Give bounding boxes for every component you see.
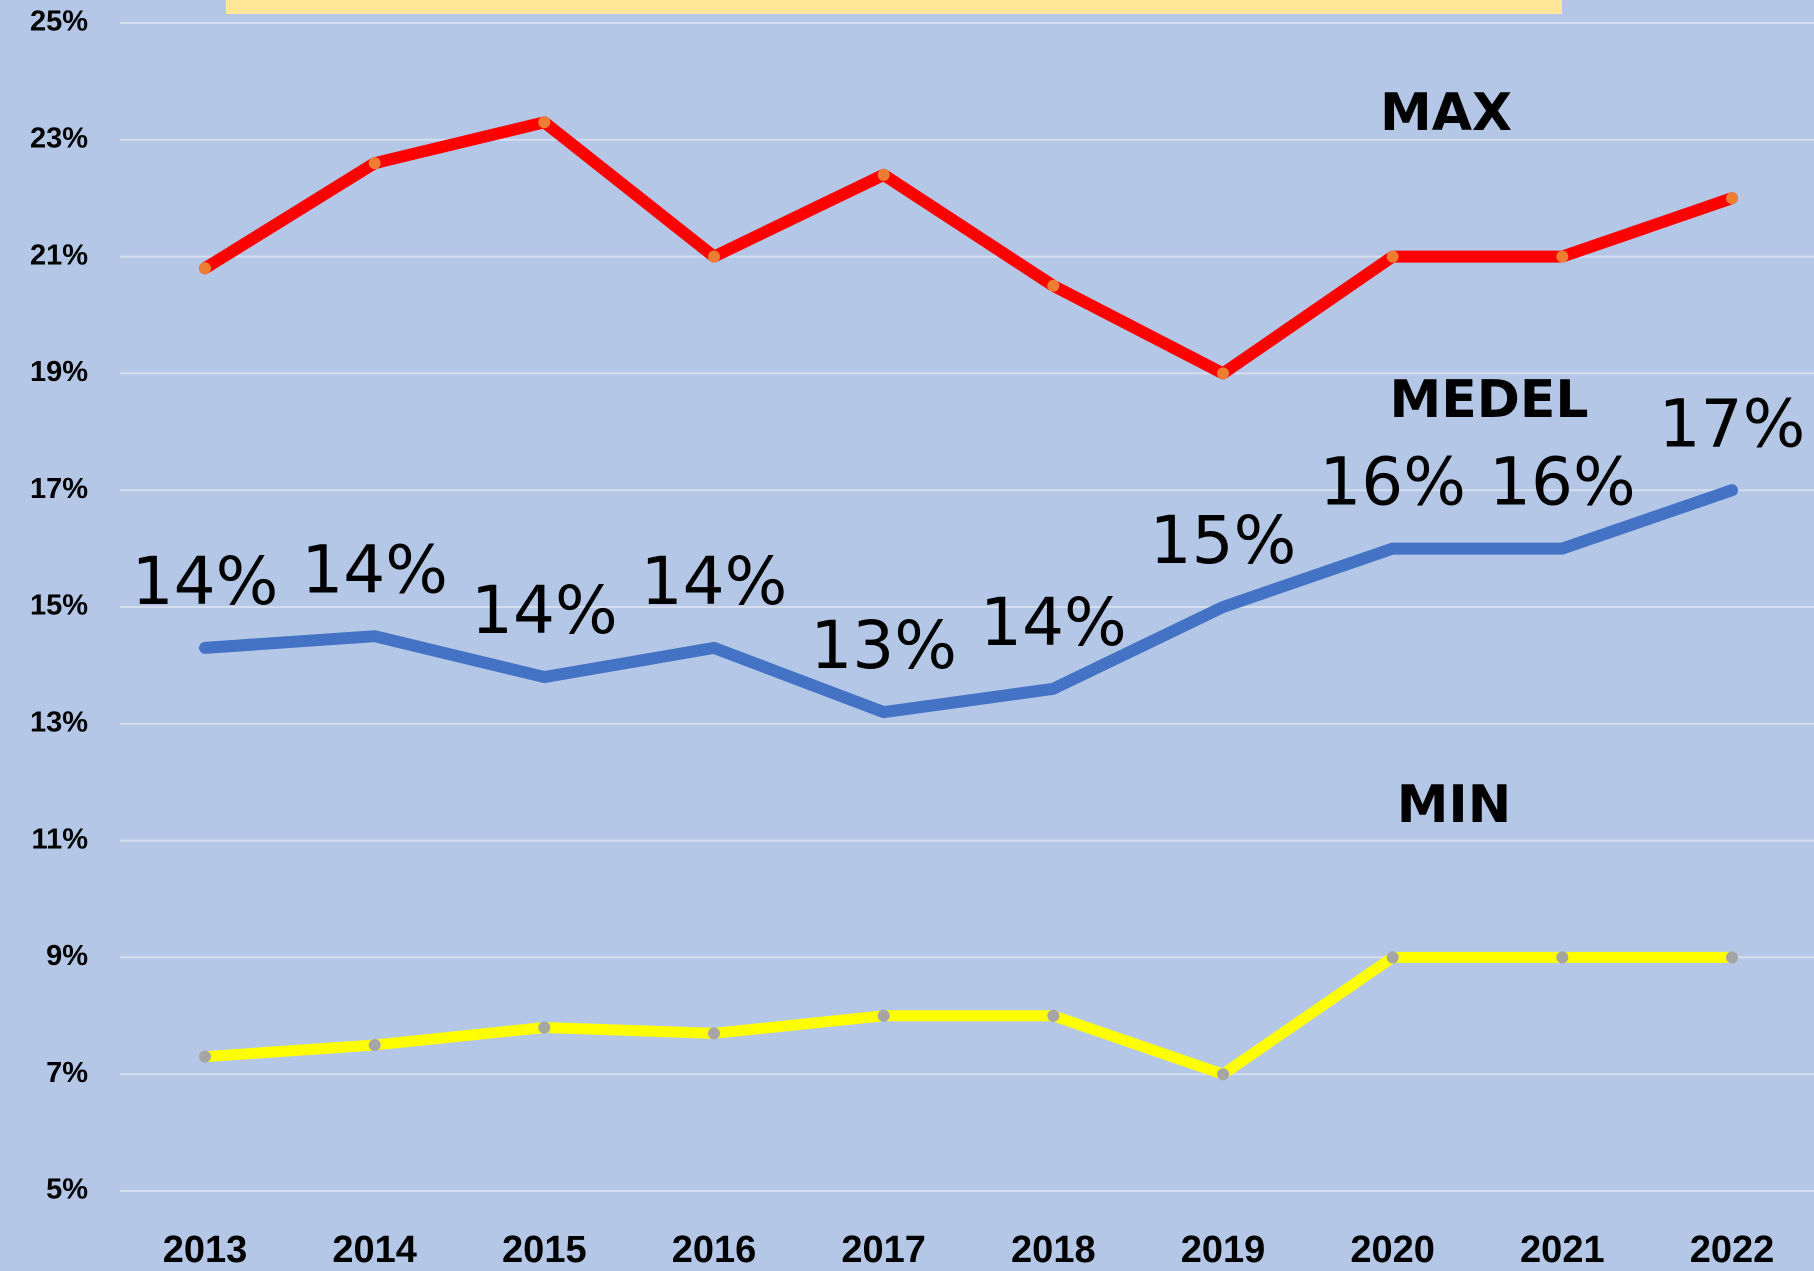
y-tick-label: 19% [30, 356, 88, 388]
x-tick-label: 2013 [163, 1229, 248, 1271]
y-tick-label: 21% [30, 239, 88, 271]
point-marker [877, 1009, 890, 1022]
series-line [199, 951, 1738, 1080]
data-label: 14% [980, 584, 1127, 661]
point-marker [1726, 951, 1738, 964]
point-marker [199, 262, 211, 275]
y-tick-label: 23% [30, 122, 88, 154]
point-marker [708, 250, 720, 263]
point-marker [1047, 1009, 1060, 1022]
y-tick-label: 5% [46, 1174, 88, 1206]
series-name: MIN [1397, 775, 1512, 835]
y-tick-label: 11% [32, 823, 89, 855]
data-label: 13% [810, 607, 957, 684]
point-marker [199, 1050, 211, 1063]
series-name: MEDEL [1389, 370, 1588, 430]
x-tick-label: 2017 [841, 1229, 926, 1271]
point-marker [1386, 951, 1399, 964]
series-name: MAX [1380, 83, 1512, 143]
x-tick-label: 2018 [1011, 1229, 1096, 1271]
y-tick-label: 13% [30, 706, 88, 738]
point-marker [708, 1027, 720, 1040]
x-tick-label: 2021 [1520, 1229, 1605, 1271]
x-tick-label: 2014 [332, 1229, 417, 1271]
x-tick-label: 2020 [1350, 1229, 1435, 1271]
data-label: 14% [641, 543, 788, 620]
point-marker [1726, 192, 1738, 205]
series-line [199, 484, 1738, 719]
point-marker [368, 157, 381, 170]
data-label: 15% [1150, 502, 1297, 579]
x-tick-label: 2015 [502, 1229, 587, 1271]
data-label: 14% [471, 572, 618, 649]
data-label: 17% [1659, 385, 1806, 462]
point-marker [877, 168, 890, 181]
y-tick-label: 15% [30, 590, 88, 622]
banner [226, 0, 1562, 14]
y-tick-label: 7% [46, 1057, 88, 1089]
y-tick-label: 17% [30, 473, 88, 505]
point-marker [1217, 1068, 1229, 1081]
point-marker [1217, 367, 1229, 380]
data-label: 16% [1489, 444, 1636, 521]
point-marker [1556, 250, 1569, 263]
point-marker [1047, 279, 1060, 292]
point-marker [538, 116, 551, 129]
x-tick-label: 2016 [672, 1229, 757, 1271]
data-label: 16% [1319, 444, 1466, 521]
y-tick-label: 25% [30, 6, 88, 38]
y-tick-label: 9% [46, 940, 88, 972]
series-line [199, 116, 1738, 380]
point-marker [368, 1039, 381, 1051]
data-label: 14% [132, 543, 279, 620]
data-label: 14% [301, 531, 448, 608]
point-marker [1556, 951, 1569, 964]
point-marker [538, 1021, 551, 1034]
point-marker [1386, 250, 1399, 263]
x-tick-label: 2022 [1690, 1229, 1775, 1271]
x-tick-label: 2019 [1181, 1229, 1266, 1271]
